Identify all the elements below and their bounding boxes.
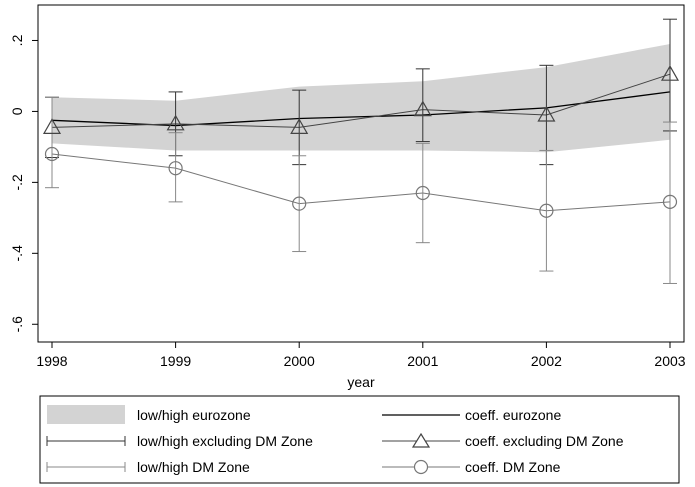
- y-axis: .2 0 -.2 -.4 -.6: [9, 34, 38, 332]
- circle-point-1999: [168, 161, 183, 176]
- x-tick-label: 2002: [531, 353, 562, 369]
- triangle-point-2000: [290, 118, 309, 134]
- x-tick-label: 1999: [160, 353, 191, 369]
- circle-point-2001: [415, 185, 430, 201]
- legend-swatch-band: [47, 405, 125, 424]
- marker-layer: [42, 64, 680, 218]
- plot-frame: [37, 4, 685, 343]
- triangle-point-1999: [166, 114, 185, 131]
- errorbar-dm-2002: [539, 149, 554, 272]
- triangle-point-2002: [537, 105, 556, 122]
- triangle-point-2001: [413, 100, 432, 117]
- y-tick-label: -.2: [9, 174, 25, 191]
- legend-label-circle: coeff. DM Zone: [465, 459, 561, 475]
- legend-frame: [39, 395, 680, 484]
- series-line-2: [51, 153, 671, 212]
- errorbar-dm-2003: [663, 121, 677, 284]
- y-tick-label: -.4: [9, 245, 25, 262]
- series-line-1: [51, 73, 671, 128]
- errorbar-dm-2001: [415, 142, 430, 244]
- y-tick-label: -.6: [9, 316, 25, 333]
- errorbar-layer: [45, 18, 677, 284]
- legend-swatch-triangle: [382, 432, 460, 448]
- errorbar-dm-2000: [292, 155, 307, 253]
- legend-label-triangle: coeff. excluding DM Zone: [465, 433, 624, 449]
- x-tick-label: 2003: [654, 353, 685, 369]
- legend-label-line: coeff. eurozone: [465, 407, 561, 423]
- circle-point-2002: [539, 203, 554, 218]
- x-tick-label: 1998: [36, 353, 67, 369]
- x-axis: 1998 1999 2000 2001 2002 2003: [36, 342, 686, 369]
- triangle-point-1998: [42, 118, 62, 134]
- plot-area: [37, 4, 685, 343]
- errorbar-dm-1999: [168, 132, 183, 203]
- errorbar-dm-1998: [45, 96, 59, 189]
- circle-point-1998: [44, 146, 60, 162]
- legend: low/high eurozone coeff. eurozone low/hi…: [39, 395, 680, 484]
- errorbar-excl-dm-2001: [415, 68, 430, 143]
- x-tick-label: 2000: [284, 353, 315, 369]
- series-layer: [51, 73, 671, 212]
- circle-point-2000: [292, 196, 307, 211]
- legend-swatch-errorbar-light: [46, 462, 126, 472]
- legend-swatch-circle: [382, 459, 460, 475]
- y-tick-label: 0: [9, 107, 25, 115]
- legend-label-band: low/high eurozone: [137, 407, 251, 423]
- triangle-point-2003: [660, 64, 680, 81]
- x-axis-label: year: [347, 374, 375, 390]
- legend-swatch-errorbar-dark: [46, 436, 126, 446]
- x-tick-label: 2001: [407, 353, 438, 369]
- legend-label-errorbar-dark: low/high excluding DM Zone: [137, 433, 313, 449]
- y-tick-label: .2: [9, 34, 25, 46]
- circle-point-2003: [662, 194, 678, 209]
- legend-label-errorbar-light: low/high DM Zone: [137, 459, 250, 475]
